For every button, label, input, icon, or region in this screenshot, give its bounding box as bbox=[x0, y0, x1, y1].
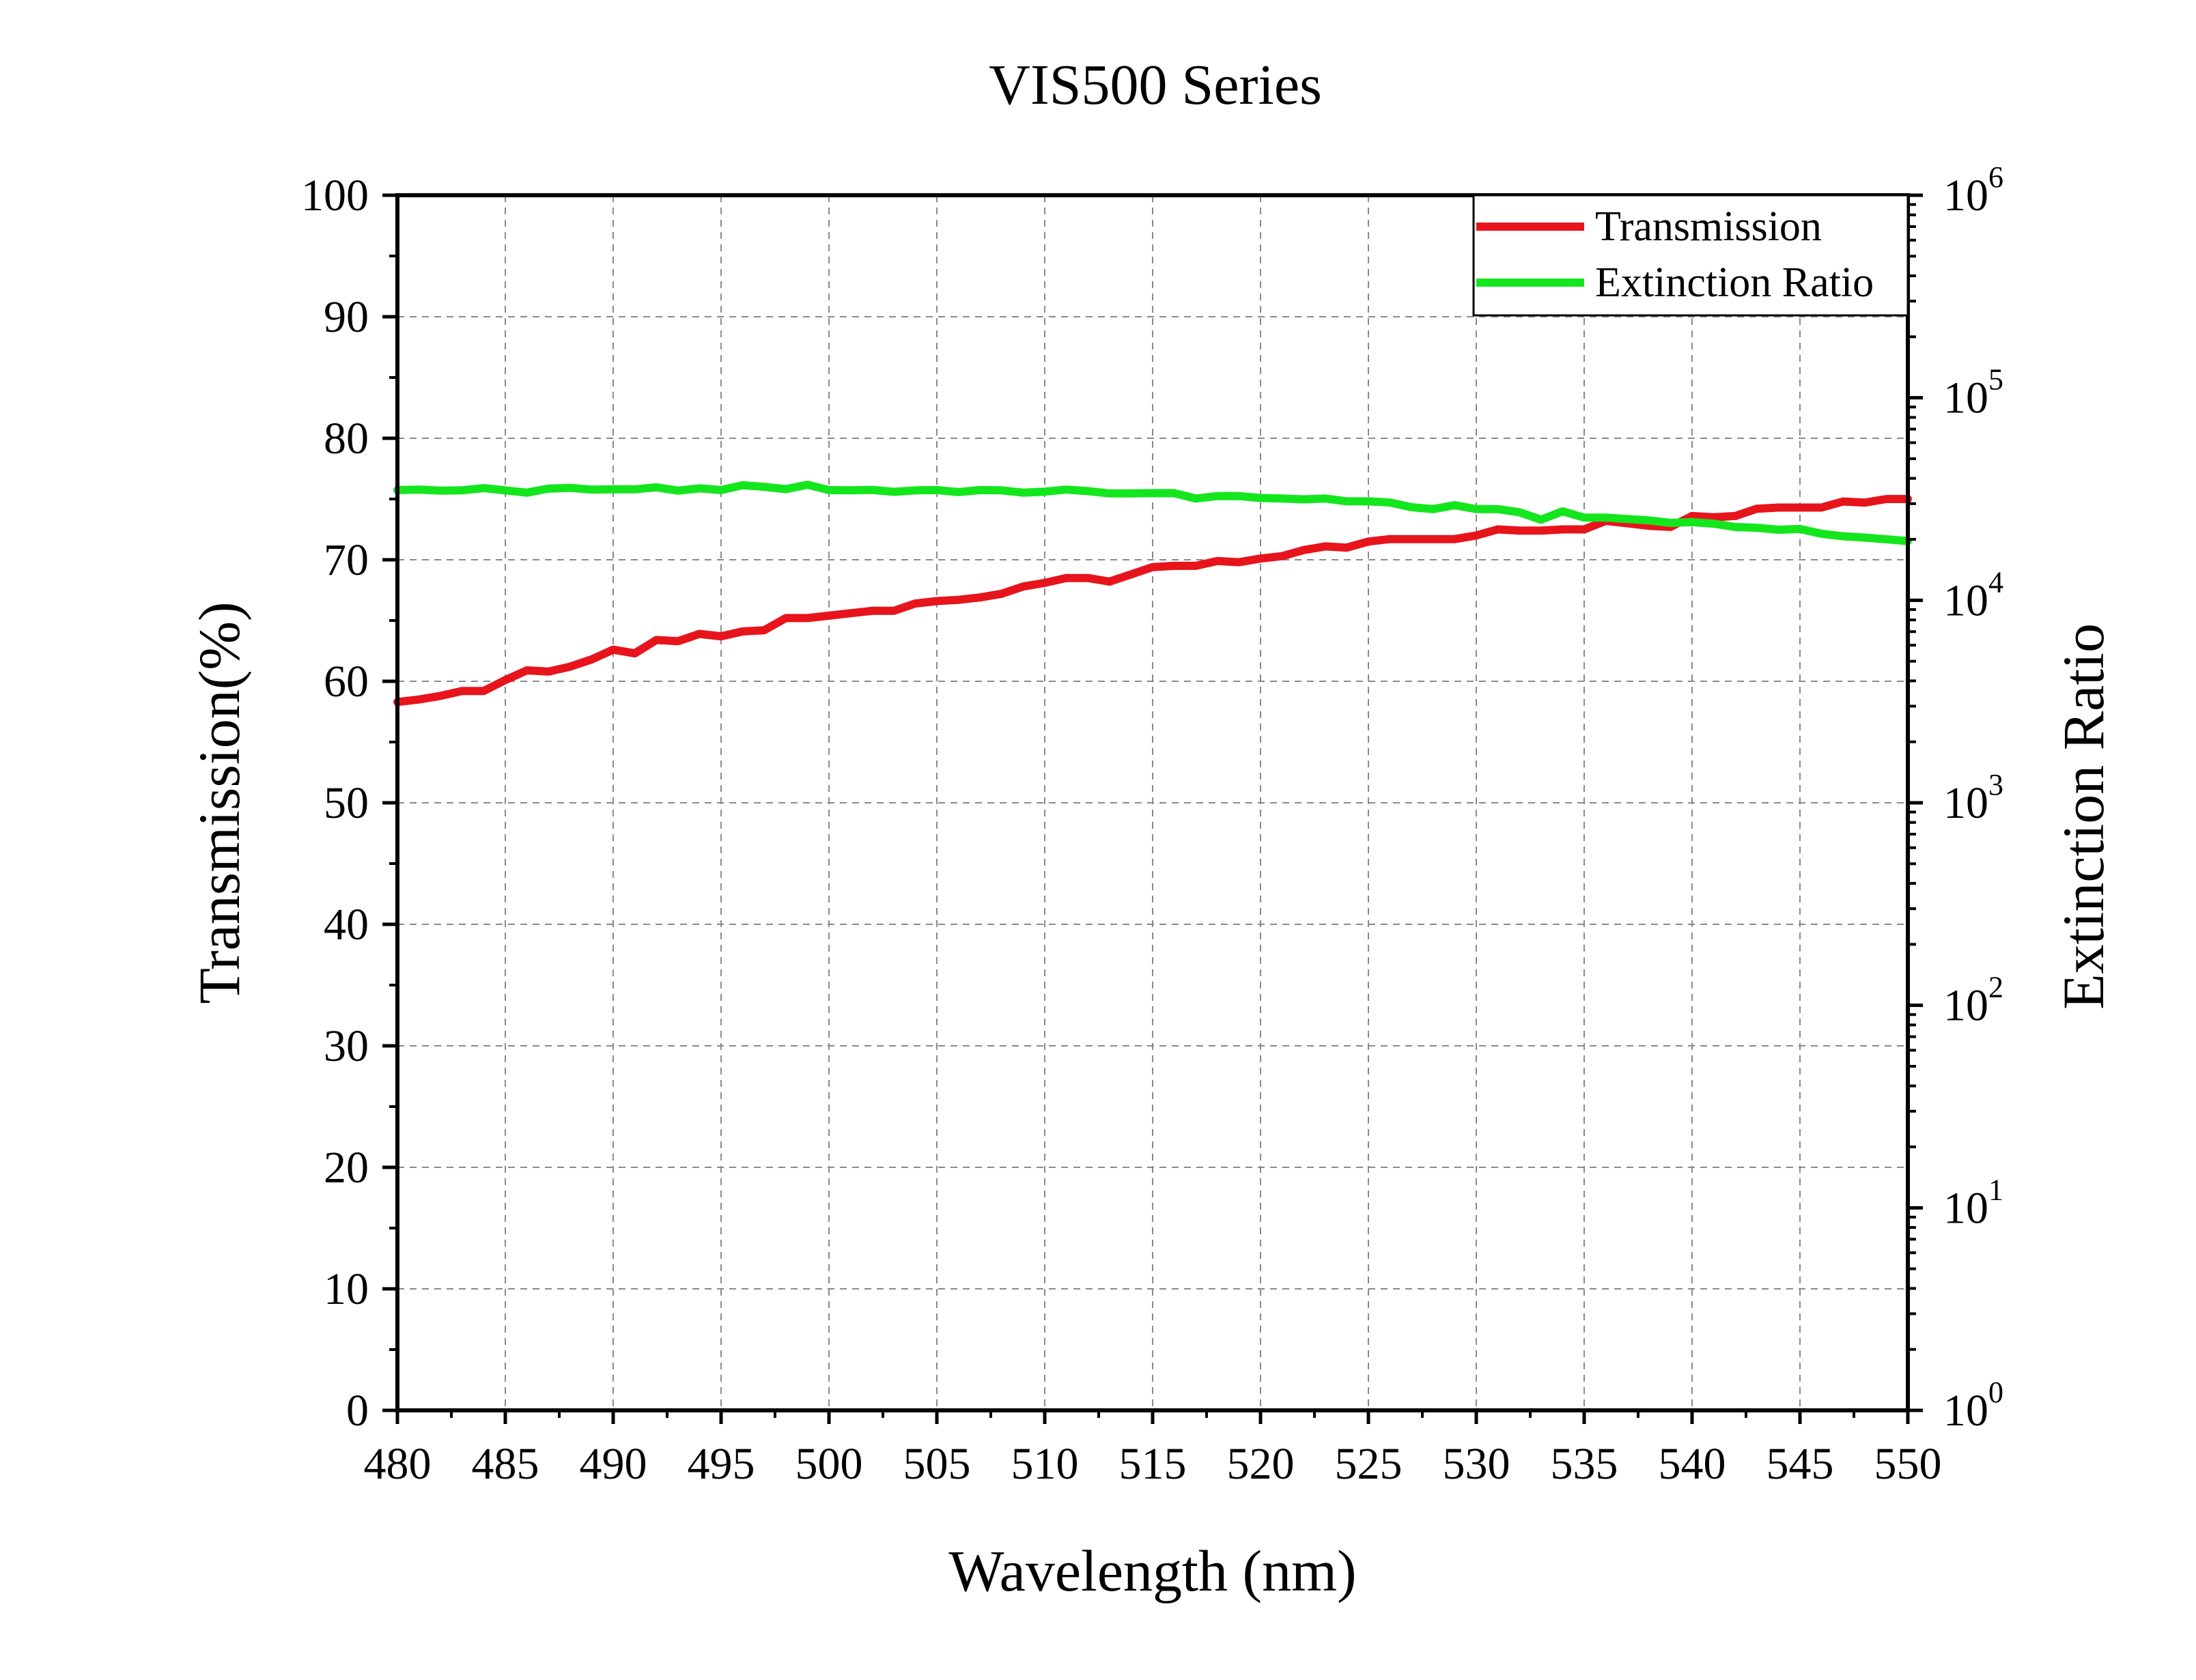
legend-label-extinction-ratio: Extinction Ratio bbox=[1595, 259, 1874, 306]
series-line-transmission bbox=[393, 495, 1912, 707]
x-tick-label: 525 bbox=[1335, 1439, 1403, 1489]
y2-tick-exponent: 5 bbox=[1988, 363, 2003, 397]
x-tick-label: 510 bbox=[1011, 1439, 1079, 1489]
y-tick-label: 70 bbox=[324, 535, 369, 585]
x-tick-label: 485 bbox=[472, 1439, 539, 1489]
y2-tick-exponent: 6 bbox=[1988, 160, 2003, 194]
y2-tick-label: 100 bbox=[1943, 1376, 2003, 1436]
x-tick-label: 540 bbox=[1659, 1439, 1726, 1489]
y-axis-left: 0 10 20 30 40 50 60 70 80 90 100 bbox=[301, 171, 397, 1436]
series-line-extinction-ratio bbox=[393, 481, 1912, 545]
legend-label-transmission: Transmission bbox=[1595, 203, 1822, 250]
series-layer bbox=[393, 481, 1912, 707]
y2-tick-exponent: 4 bbox=[1988, 565, 2003, 599]
y2-tick-base: 10 bbox=[1943, 1386, 1988, 1436]
y2-axis-label: Extinction Ratio bbox=[2051, 623, 2116, 1010]
grid bbox=[397, 195, 1908, 1410]
y-tick-label: 90 bbox=[324, 292, 369, 342]
y-tick-label: 80 bbox=[324, 414, 369, 464]
x-tick-label: 530 bbox=[1443, 1439, 1510, 1489]
x-tick-label: 490 bbox=[580, 1439, 647, 1489]
y2-tick-base: 10 bbox=[1943, 1183, 1988, 1233]
y2-tick-base: 10 bbox=[1943, 981, 1988, 1031]
y2-tick-label: 102 bbox=[1943, 971, 2003, 1031]
chart-title: VIS500 Series bbox=[989, 53, 1322, 117]
y2-tick-label: 105 bbox=[1943, 363, 2003, 423]
x-tick-label: 535 bbox=[1551, 1439, 1618, 1489]
x-tick-label: 515 bbox=[1119, 1439, 1187, 1489]
y2-tick-base: 10 bbox=[1943, 778, 1988, 828]
y2-tick-exponent: 2 bbox=[1988, 971, 2003, 1004]
x-tick-label: 520 bbox=[1227, 1439, 1295, 1489]
y2-tick-base: 10 bbox=[1943, 171, 1988, 220]
x-tick-label: 505 bbox=[903, 1439, 971, 1489]
legend: Transmission Extinction Ratio bbox=[1472, 194, 1909, 317]
x-tick-label: 495 bbox=[688, 1439, 755, 1489]
y-tick-label: 50 bbox=[324, 778, 369, 828]
y-axis-label: Transmission(%) bbox=[186, 601, 252, 1003]
y-tick-label: 30 bbox=[324, 1021, 369, 1071]
x-tick-label: 545 bbox=[1766, 1439, 1834, 1489]
y2-tick-exponent: 3 bbox=[1988, 768, 2003, 801]
y-tick-label: 10 bbox=[324, 1264, 369, 1314]
x-tick-label: 480 bbox=[364, 1439, 432, 1489]
x-axis: 480 485 490 495 500 505 510 515 520 525 530 535 540 5… bbox=[364, 1410, 1942, 1489]
y2-tick-label: 103 bbox=[1943, 768, 2003, 828]
y2-tick-label: 101 bbox=[1943, 1173, 2003, 1233]
y2-tick-base: 10 bbox=[1943, 575, 1988, 625]
y-tick-label: 20 bbox=[324, 1143, 369, 1193]
y-tick-label: 60 bbox=[324, 657, 369, 707]
y2-tick-exponent: 0 bbox=[1988, 1376, 2003, 1409]
x-axis-label: Wavelength (nm) bbox=[948, 1538, 1356, 1604]
x-tick-label: 500 bbox=[796, 1439, 863, 1489]
legend-box bbox=[1472, 194, 1909, 317]
y2-tick-base: 10 bbox=[1943, 373, 1988, 423]
y2-tick-label: 104 bbox=[1943, 565, 2003, 625]
y2-tick-label: 106 bbox=[1943, 160, 2003, 220]
y-tick-label: 100 bbox=[301, 171, 369, 220]
y-tick-label: 40 bbox=[324, 900, 369, 950]
x-tick-label: 550 bbox=[1874, 1439, 1942, 1489]
y2-tick-exponent: 1 bbox=[1988, 1173, 2003, 1206]
y-tick-label: 0 bbox=[346, 1386, 369, 1436]
